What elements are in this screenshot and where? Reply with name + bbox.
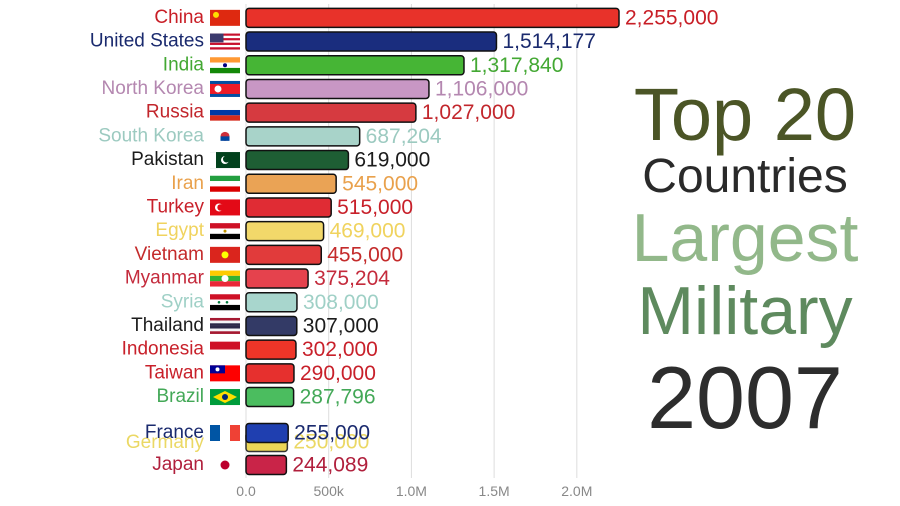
country-label: Russia bbox=[146, 102, 205, 123]
x-tick-label: 0.0 bbox=[236, 483, 256, 499]
value-label: 1,514,177 bbox=[502, 30, 595, 53]
japan-flag-icon bbox=[210, 457, 240, 473]
russia-flag-icon bbox=[210, 104, 240, 121]
x-tick-label: 2.0M bbox=[561, 483, 592, 499]
country-label: Indonesia bbox=[122, 339, 205, 360]
taiwan-flag-icon bbox=[210, 365, 240, 382]
value-label: 287,796 bbox=[300, 386, 376, 409]
usa-flag-icon bbox=[210, 33, 240, 50]
value-label: 244,089 bbox=[292, 454, 368, 477]
bar-india bbox=[245, 55, 465, 76]
iran-flag-icon bbox=[210, 175, 240, 192]
value-label: 1,027,000 bbox=[422, 101, 515, 124]
value-label: 308,000 bbox=[303, 291, 379, 314]
value-label: 290,000 bbox=[300, 362, 376, 385]
country-label: United States bbox=[90, 31, 204, 52]
bar-indonesia bbox=[245, 339, 297, 360]
country-label: France bbox=[145, 422, 204, 443]
country-label: Vietnam bbox=[135, 244, 204, 265]
value-label: 619,000 bbox=[354, 149, 430, 172]
value-label: 255,000 bbox=[294, 422, 370, 445]
pakistan-flag-icon bbox=[210, 152, 240, 169]
country-label: North Korea bbox=[102, 78, 205, 99]
chart-title-block: Top 20 Countries Largest Military 2007 bbox=[610, 78, 880, 448]
country-label: Myanmar bbox=[125, 268, 205, 289]
bar-russia bbox=[245, 102, 417, 123]
value-label: 302,000 bbox=[302, 338, 378, 361]
indonesia-flag-icon bbox=[210, 341, 240, 358]
bar-syria bbox=[245, 292, 298, 313]
bar-united-states bbox=[245, 31, 498, 52]
country-label: India bbox=[163, 54, 205, 75]
bar-france bbox=[245, 422, 289, 444]
value-label: 687,204 bbox=[366, 125, 442, 148]
value-label: 469,000 bbox=[330, 220, 406, 243]
value-label: 250,000 bbox=[293, 431, 369, 454]
syria-flag-icon bbox=[210, 294, 240, 311]
bar-egypt bbox=[245, 220, 325, 242]
china-flag-icon bbox=[210, 9, 240, 26]
title-line-largest: Largest bbox=[631, 200, 859, 276]
bar-japan bbox=[245, 454, 288, 476]
thailand-flag-icon bbox=[210, 317, 240, 334]
france-flag-icon bbox=[210, 425, 240, 441]
country-label: Turkey bbox=[147, 196, 205, 217]
country-label: Egypt bbox=[155, 220, 204, 241]
turkey-flag-icon bbox=[210, 199, 240, 216]
value-label: 1,106,000 bbox=[435, 77, 528, 100]
egypt-flag-icon bbox=[210, 223, 240, 240]
country-label: China bbox=[154, 7, 204, 28]
bar-brazil bbox=[245, 386, 295, 408]
bar-thailand bbox=[245, 315, 298, 337]
country-label: Germany bbox=[126, 432, 205, 453]
value-label: 545,000 bbox=[342, 172, 418, 195]
bar-south-korea bbox=[245, 126, 361, 147]
value-label: 307,000 bbox=[303, 314, 379, 337]
x-tick-label: 500k bbox=[314, 483, 345, 499]
country-label: Syria bbox=[161, 291, 205, 312]
country-label: Japan bbox=[152, 454, 204, 475]
south-korea-flag-icon bbox=[210, 128, 240, 145]
india-flag-icon bbox=[210, 57, 240, 74]
country-label: Pakistan bbox=[131, 149, 204, 170]
title-line-military: Military bbox=[637, 273, 853, 349]
title-line-top: Top 20 bbox=[633, 73, 857, 156]
north-korea-flag-icon bbox=[210, 80, 240, 97]
bar-vietnam bbox=[245, 244, 323, 266]
country-label: Brazil bbox=[156, 386, 204, 407]
bar-taiwan bbox=[245, 363, 295, 384]
value-label: 515,000 bbox=[337, 196, 413, 219]
brazil-flag-icon bbox=[210, 389, 240, 406]
title-line-countries: Countries bbox=[642, 150, 848, 203]
country-label: Iran bbox=[171, 173, 204, 194]
year-label: 2007 bbox=[647, 348, 843, 447]
bar-pakistan bbox=[245, 149, 350, 171]
bar-turkey bbox=[245, 197, 332, 218]
value-label: 1,317,840 bbox=[470, 54, 563, 77]
x-tick-label: 1.0M bbox=[396, 483, 427, 499]
value-label: 375,204 bbox=[314, 267, 390, 290]
value-label: 455,000 bbox=[327, 243, 403, 266]
country-label: Thailand bbox=[131, 315, 204, 336]
country-label: South Korea bbox=[98, 125, 204, 146]
bar-north-korea bbox=[245, 78, 430, 100]
myanmar-flag-icon bbox=[210, 270, 240, 287]
bar-iran bbox=[245, 173, 337, 194]
bar-china bbox=[245, 7, 620, 29]
value-label: 2,255,000 bbox=[625, 6, 718, 29]
x-tick-label: 1.5M bbox=[479, 483, 510, 499]
bar-myanmar bbox=[245, 268, 309, 289]
vietnam-flag-icon bbox=[210, 246, 240, 263]
country-label: Taiwan bbox=[145, 362, 204, 383]
